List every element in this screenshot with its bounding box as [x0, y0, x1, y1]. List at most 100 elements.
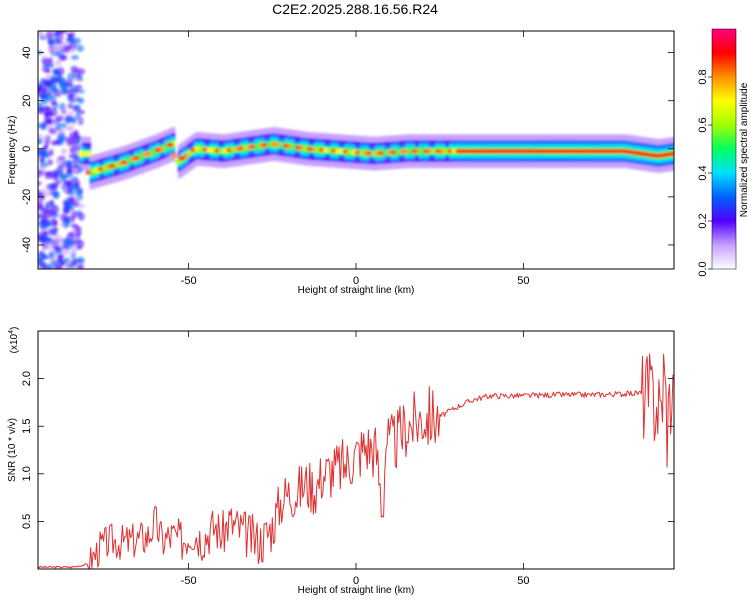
heatmap-noise-cell — [38, 87, 42, 95]
snr-plot-area — [38, 331, 674, 569]
heatmap-noise-cell — [38, 181, 42, 186]
heatmap-noise-cell — [71, 210, 79, 219]
heatmap-noise-cell — [64, 115, 72, 124]
heatmap-noise-cell — [70, 65, 79, 73]
heatmap-noise-cell — [54, 45, 62, 52]
heatmap-noise-cell — [42, 79, 51, 87]
heatmap-noise-cell — [72, 176, 79, 182]
heatmap-noise-cell — [43, 151, 50, 159]
colorbar-tick-label: 0.8 — [697, 69, 709, 84]
heatmap-noise-cell — [38, 212, 42, 220]
heatmap-noise-cell — [76, 256, 85, 264]
heatmap-noise-cell — [39, 162, 49, 168]
heatmap-noise-cell — [58, 122, 68, 129]
snr-y-axis-label: SNR (10 * v/v) — [7, 418, 18, 482]
heatmap-noise-cell — [38, 189, 43, 199]
heatmap-noise-cell — [58, 34, 65, 41]
heatmap-noise-cell — [74, 143, 83, 149]
spectrogram-panel: -50 0 50 -40 -20 0 20 40 Height of straight lin… — [7, 30, 678, 296]
heatmap-noise-cell — [54, 59, 62, 67]
heatmap-noise-cell — [48, 251, 55, 259]
heatmap-noise-cell — [38, 107, 45, 115]
heatmap-noise-cell — [73, 129, 79, 136]
heatmap-noise-cell — [52, 190, 60, 200]
heatmap-noise-cell — [67, 103, 74, 109]
heatmap-noise-cell — [61, 54, 68, 61]
heatmap-noise-cell — [54, 234, 63, 243]
heatmap-noise-cell — [45, 237, 53, 243]
snr-y-tick-label: 1.0 — [21, 466, 33, 481]
heatmap-noise-cell — [38, 31, 44, 38]
heatmap-noise-cell — [45, 263, 51, 269]
heatmap-noise-cell — [54, 265, 61, 269]
heatmap-noise-cell — [68, 153, 74, 159]
heatmap-noise-cell — [66, 32, 75, 37]
heatmap-noise-cell — [63, 264, 70, 269]
snr-y-tick-label: 0.5 — [21, 514, 33, 529]
heatmap-noise-cell — [77, 97, 85, 104]
heatmap-noise-cell — [67, 72, 76, 81]
heatmap-noise-cell — [54, 244, 61, 252]
heatmap-noise-cell — [75, 112, 81, 120]
heatmap-noise-cell — [68, 136, 76, 145]
spectrogram-x-axis-label: Height of straight line (km) — [298, 285, 415, 296]
heatmap-noise-cell — [70, 54, 80, 61]
heatmap-peak-cell — [667, 151, 674, 157]
heatmap-noise-cell — [62, 208, 68, 214]
heatmap-noise-cell — [46, 172, 55, 178]
spectrogram-axes: -50 0 50 -40 -20 0 20 40 — [21, 31, 674, 287]
heatmap-noise-cell — [53, 140, 61, 145]
heatmap-noise-cell — [51, 204, 58, 209]
heatmap-noise-cell — [70, 251, 77, 259]
spectrogram-y-tick-label: 0 — [21, 146, 33, 152]
colorbar-ticks: 0.0 0.2 0.4 0.6 0.8 — [697, 69, 712, 277]
snr-axes: -50 0 50 0.5 1.0 1.5 2.0 — [21, 331, 674, 587]
colorbar-frame — [711, 28, 737, 270]
heatmap-noise-cell — [49, 199, 55, 206]
heatmap-noise-cell — [38, 133, 44, 141]
heatmap-noise-cell — [60, 147, 68, 155]
heatmap-noise-cell — [45, 190, 51, 198]
heatmap-noise-cell — [41, 86, 48, 94]
heatmap-noise-cell — [67, 231, 76, 236]
heatmap-noise-cell — [55, 122, 61, 131]
heatmap-noise-cell — [45, 31, 55, 40]
heatmap-ridge-cell — [674, 149, 678, 158]
snr-y-tick-label: 1.5 — [21, 419, 33, 434]
spectrogram-y-tick-label: -20 — [21, 189, 33, 205]
colorbar: 0.0 0.2 0.4 0.6 0.8 Normalized spectral ampl… — [697, 28, 750, 277]
colorbar-tick-label: 0.4 — [697, 165, 709, 180]
heatmap-noise-cell — [68, 124, 75, 132]
heatmap-noise-cell — [57, 155, 66, 161]
heatmap-noise-cell — [48, 127, 58, 135]
heatmap-peak-cell — [169, 153, 178, 158]
heatmap-noise-cell — [56, 31, 65, 36]
heatmap-noise-cell — [38, 148, 45, 156]
heatmap-noise-cell — [67, 95, 73, 102]
heatmap-noise-cell — [63, 200, 72, 208]
heatmap-noise-cell — [45, 240, 54, 250]
figure-title: C2E2.2025.288.16.56.R24 — [272, 1, 438, 17]
heatmap-noise-cell — [59, 222, 66, 228]
heatmap-noise-cell — [44, 206, 51, 215]
heatmap-noise-cell — [38, 252, 47, 258]
heatmap-noise-cell — [52, 211, 58, 219]
heatmap-noise-cell — [39, 35, 46, 41]
heatmap-ridge-cell — [171, 141, 176, 147]
snr-x-tick-label: 0 — [353, 575, 359, 587]
colorbar-tick-label: 0.6 — [697, 117, 709, 132]
heatmap-noise-cell — [75, 84, 83, 91]
heatmap-noise-cell — [52, 219, 58, 227]
heatmap-noise-cell — [78, 212, 85, 221]
spectrogram-y-tick-label: 40 — [21, 47, 33, 59]
heatmap-noise-cell — [58, 102, 66, 111]
spectrogram-y-tick-label: 20 — [21, 95, 33, 107]
heatmap-noise-cell — [43, 219, 51, 227]
heatmap-noise-cell — [75, 239, 85, 249]
spectrogram-x-tick-label: 0 — [353, 275, 359, 287]
heatmap-noise-cell — [69, 37, 77, 45]
snr-series-line — [38, 353, 674, 569]
heatmap-noise-cell — [41, 188, 48, 193]
heatmap-peak-cell — [81, 151, 90, 156]
